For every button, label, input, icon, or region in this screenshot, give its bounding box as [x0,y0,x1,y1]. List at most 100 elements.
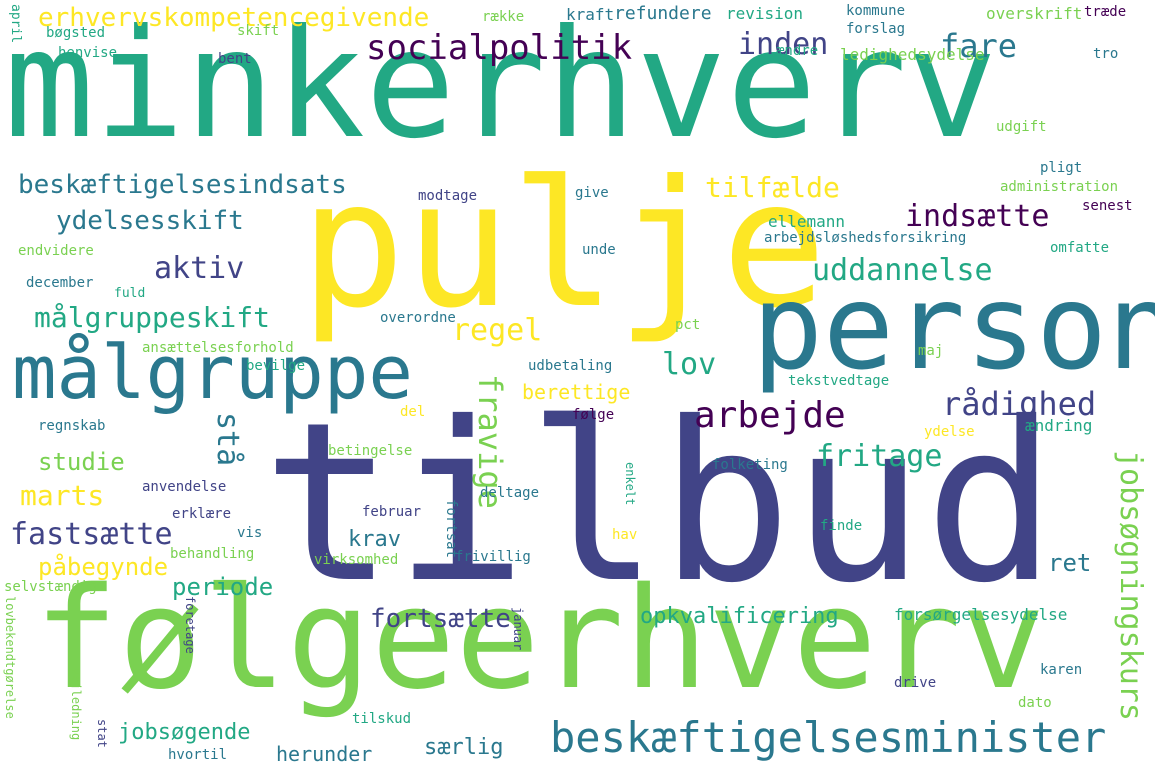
word-85: erklære [172,506,232,522]
word-1: pulje [300,144,827,347]
word-31: periode [172,573,274,601]
word-8: fare [940,27,1018,65]
word-18: lov [662,347,717,382]
word-72: maj [918,343,944,359]
word-48: bøgsted [46,25,106,41]
word-104: hvortil [168,747,228,763]
word-26: studie [38,448,125,476]
word-96: lovbekendtgørelse [3,596,17,719]
word-30: påbegynde [38,553,169,581]
word-65: december [26,275,94,291]
word-97: januar [511,607,525,651]
word-32: fortsætte [370,604,511,634]
word-34: opkvalificering [640,604,839,629]
word-93: frivillig [455,549,531,565]
word-10: beskæftigelsesindsats [18,170,347,200]
word-9: inden [738,27,829,62]
word-52: ledighedsydelse [840,45,985,64]
word-101: dato [1018,695,1052,711]
word-35: jobsøgende [118,720,251,745]
word-36: særlig [424,735,504,760]
word-6: socialpolitik [366,28,633,68]
word-21: beskæftigelsesminister [550,713,1107,762]
word-78: ydelse [924,424,975,440]
word-64: endvidere [18,243,94,259]
word-43: kommune [846,3,906,19]
word-100: drive [894,675,937,691]
word-33: ret [1048,549,1092,577]
word-66: fuld [114,286,146,301]
word-74: tekstvedtage [788,373,890,389]
word-54: bent [218,51,252,67]
word-53: tro [1093,46,1119,62]
word-41: refundere [614,3,712,24]
word-42: revision [726,4,804,23]
word-17: regel [452,313,543,348]
word-95: forsørgelsesydelse [894,605,1068,624]
word-4: person [752,258,1155,396]
word-50: henvise [58,45,118,61]
word-49: skift [237,23,280,39]
word-60: give [575,185,609,201]
word-102: vejledning [69,668,83,741]
word-28: fastsætte [10,517,173,552]
word-15: uddannelse [812,253,993,288]
word-61: ellemann [768,212,846,231]
word-80: betingelse [328,443,413,459]
word-62: arbejdsløshedsforsikring [764,230,967,246]
word-7: erhvervskompetencegivende [38,3,430,33]
word-86: februar [362,504,422,520]
word-2: tilbud [262,375,1057,631]
word-0: minkerhverv [4,0,998,172]
word-88: vis [237,525,263,541]
word-89: behandling [170,546,255,562]
word-63: omfatte [1050,240,1110,256]
word-16: målgruppeskift [34,301,271,334]
word-103: stat [95,719,109,748]
word-29: krav [348,527,401,552]
word-46: træde [1084,4,1127,20]
word-57: administration [1000,179,1119,195]
word-90: finde [820,518,863,534]
word-76: følge [572,407,615,423]
word-91: hav [612,527,638,543]
word-75: del [400,404,426,420]
word-25: jobsøgningskurs [1113,450,1148,721]
word-55: udgift [996,119,1047,135]
word-58: senest [1082,198,1133,214]
word-59: modtage [418,188,478,204]
word-105: tilskud [352,711,412,727]
word-56: pligt [1040,160,1083,176]
word-69: pct [675,317,701,333]
word-11: tilfælde [705,171,840,204]
word-81: folketing [712,457,788,473]
word-67: unde [582,242,616,258]
word-98: foretage [183,596,197,654]
word-51: ændre [776,43,819,59]
word-70: ansættelsesforhold [142,340,294,356]
word-47: april [8,4,23,44]
word-68: overordne [380,310,456,326]
word-77: regnskab [38,418,106,434]
word-22: stå [210,412,245,467]
word-13: indsætte [905,199,1050,234]
word-38: berettige [522,380,631,404]
word-92: virksomhed [314,552,399,568]
word-73: udbetaling [528,358,613,374]
word-83: enkelt [623,462,637,506]
word-3: følgeerhverv [34,558,1046,721]
word-12: ydelsesskift [56,206,244,236]
word-27: marts [20,479,105,512]
word-39: række [482,9,525,25]
word-14: aktiv [154,251,245,286]
word-40: kraft [566,5,615,24]
word-37: herunder [276,742,373,766]
word-20: rådighed [942,385,1097,423]
word-79: ændring [1025,416,1093,435]
word-19: arbejde [694,395,846,436]
word-99: karen [1040,662,1083,678]
word-45: overskrift [986,4,1083,23]
word-44: forslag [846,21,906,37]
word-5: målgruppe [12,330,413,416]
word-71: bevilge [246,358,306,374]
